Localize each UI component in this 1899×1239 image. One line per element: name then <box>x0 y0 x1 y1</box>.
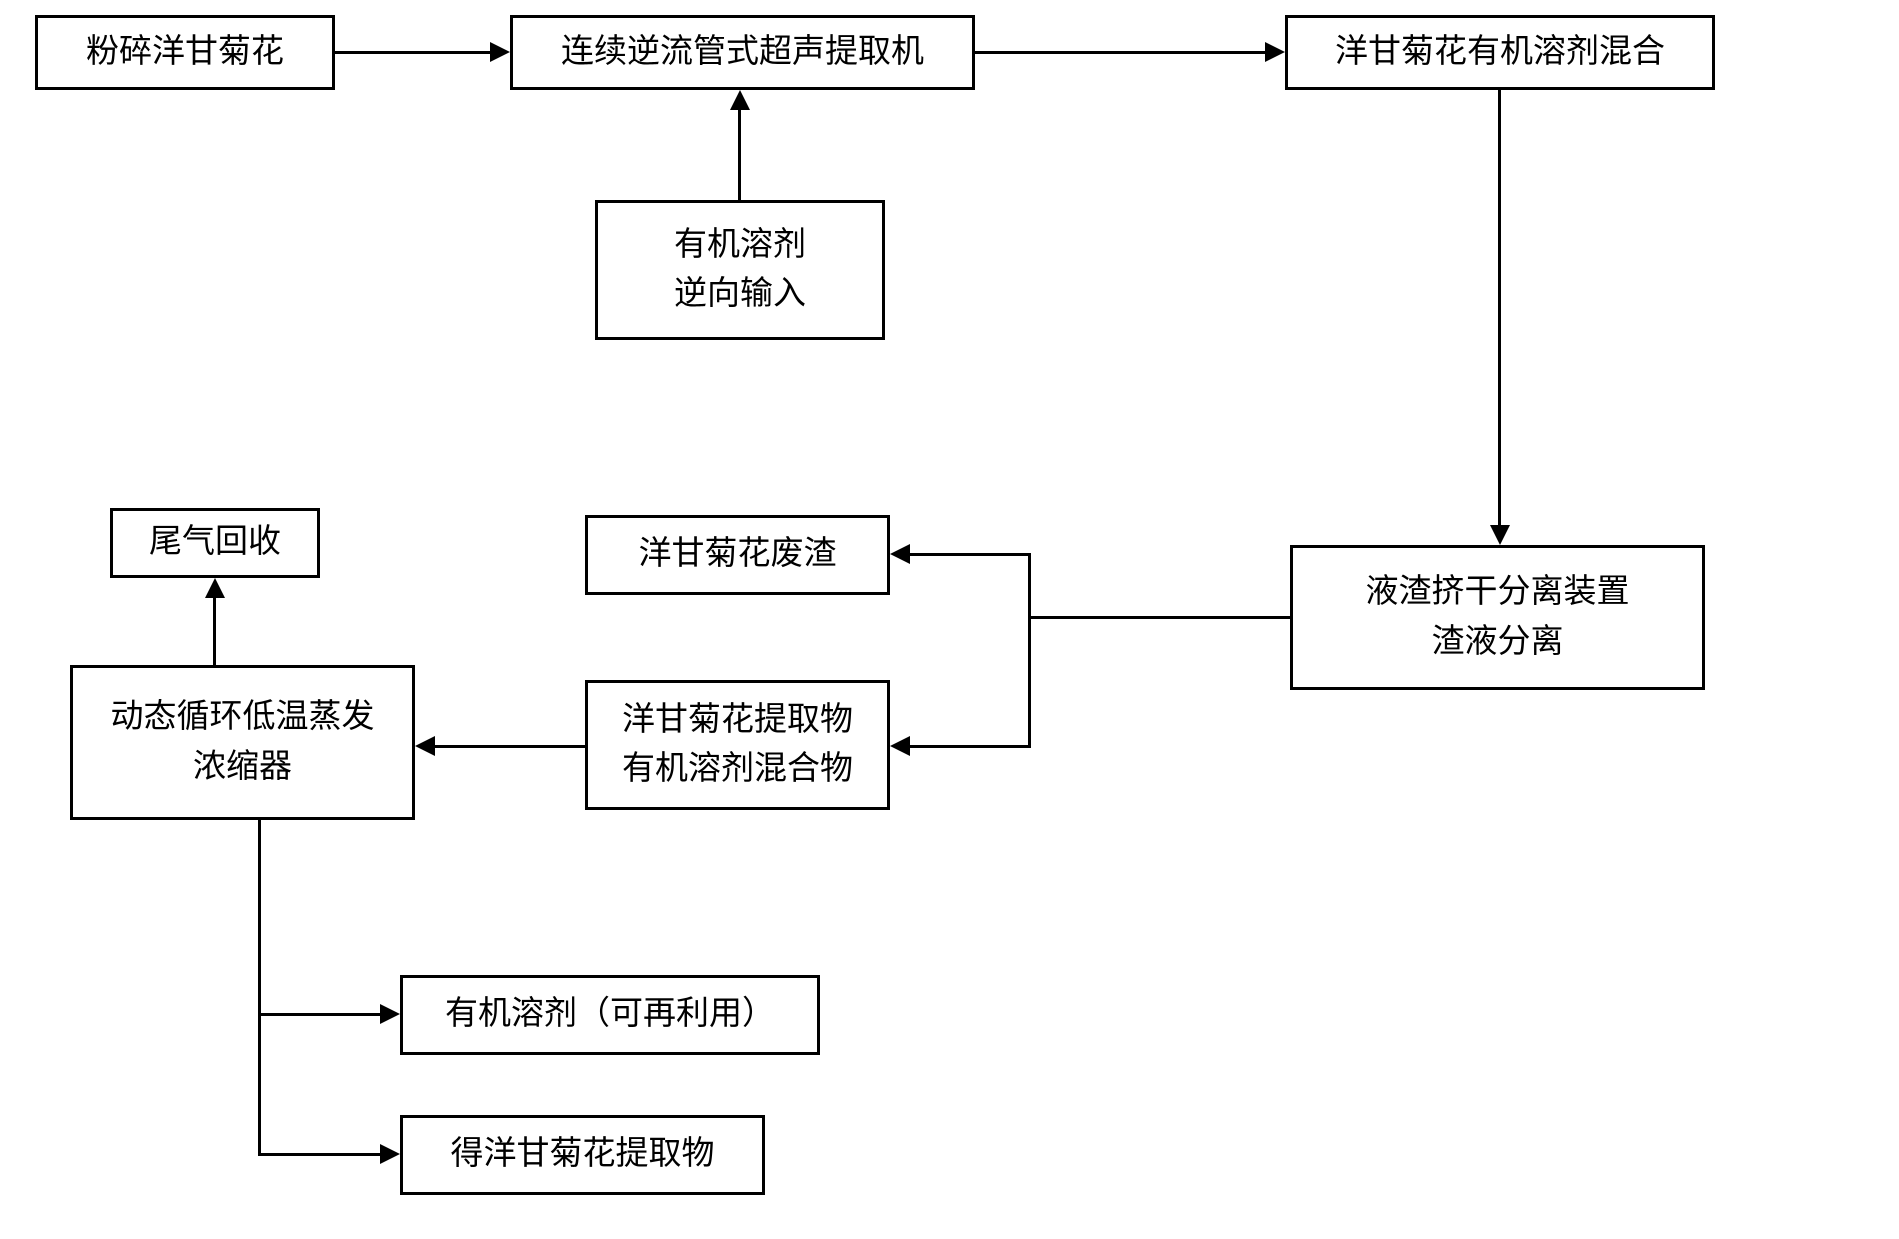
line-down-solventreuse <box>258 1013 382 1016</box>
arrow-ultrasonic-mix <box>975 51 1267 54</box>
box-ultrasonic: 连续逆流管式超声提取机 <box>510 15 975 90</box>
box-tail-gas: 尾气回收 <box>110 508 320 578</box>
box-concentrator-line1: 动态循环低温蒸发 <box>111 693 375 743</box>
box-solvent-input-line1: 有机溶剂 <box>674 221 806 271</box>
box-waste: 洋甘菊花废渣 <box>585 515 890 595</box>
box-concentrator: 动态循环低温蒸发 浓缩器 <box>70 665 415 820</box>
line-separator-branch-h <box>1028 616 1290 619</box>
box-tail-gas-label: 尾气回收 <box>149 518 281 568</box>
arrowhead-branch-waste <box>890 544 910 564</box>
box-extract-mix-line1: 洋甘菊花提取物 <box>622 696 853 746</box>
line-branch-extractmix <box>908 745 1031 748</box>
arrowhead-mix-separator <box>1490 525 1510 545</box>
arrowhead-solvent-ultrasonic <box>730 90 750 110</box>
arrowhead-extractmix-concentrator <box>415 736 435 756</box>
box-extract-mix-line2: 有机溶剂混合物 <box>622 745 853 795</box>
arrow-solvent-ultrasonic <box>738 108 741 200</box>
box-crush-label: 粉碎洋甘菊花 <box>86 28 284 78</box>
box-separator-line1: 液渣挤干分离装置 <box>1366 568 1630 618</box>
arrowhead-branch-extractmix <box>890 736 910 756</box>
arrowhead-ultrasonic-mix <box>1265 42 1285 62</box>
box-solvent-input: 有机溶剂 逆向输入 <box>595 200 885 340</box>
box-extract-mix: 洋甘菊花提取物 有机溶剂混合物 <box>585 680 890 810</box>
line-concentrator-down <box>258 820 261 1156</box>
box-solvent-input-line2: 逆向输入 <box>674 270 806 320</box>
box-concentrator-line2: 浓缩器 <box>193 743 292 793</box>
arrowhead-concentrator-tailgas <box>205 578 225 598</box>
box-solvent-reuse: 有机溶剂（可再利用） <box>400 975 820 1055</box>
line-separator-branch-v <box>1028 553 1031 748</box>
arrowhead-down-extract <box>380 1144 400 1164</box>
box-extract: 得洋甘菊花提取物 <box>400 1115 765 1195</box>
arrow-extractmix-concentrator <box>433 745 585 748</box>
arrowhead-crush-ultrasonic <box>490 42 510 62</box>
box-mix: 洋甘菊花有机溶剂混合 <box>1285 15 1715 90</box>
box-ultrasonic-label: 连续逆流管式超声提取机 <box>561 28 924 78</box>
arrow-mix-separator <box>1498 90 1501 527</box>
line-down-extract <box>258 1153 382 1156</box>
box-waste-label: 洋甘菊花废渣 <box>639 530 837 580</box>
box-separator: 液渣挤干分离装置 渣液分离 <box>1290 545 1705 690</box>
box-separator-line2: 渣液分离 <box>1432 618 1564 668</box>
arrowhead-down-solventreuse <box>380 1004 400 1024</box>
arrow-concentrator-tailgas <box>213 596 216 665</box>
box-extract-label: 得洋甘菊花提取物 <box>451 1130 715 1180</box>
line-branch-waste <box>908 553 1031 556</box>
box-crush: 粉碎洋甘菊花 <box>35 15 335 90</box>
box-mix-label: 洋甘菊花有机溶剂混合 <box>1335 28 1665 78</box>
arrow-crush-ultrasonic <box>335 51 492 54</box>
box-solvent-reuse-label: 有机溶剂（可再利用） <box>445 990 775 1040</box>
